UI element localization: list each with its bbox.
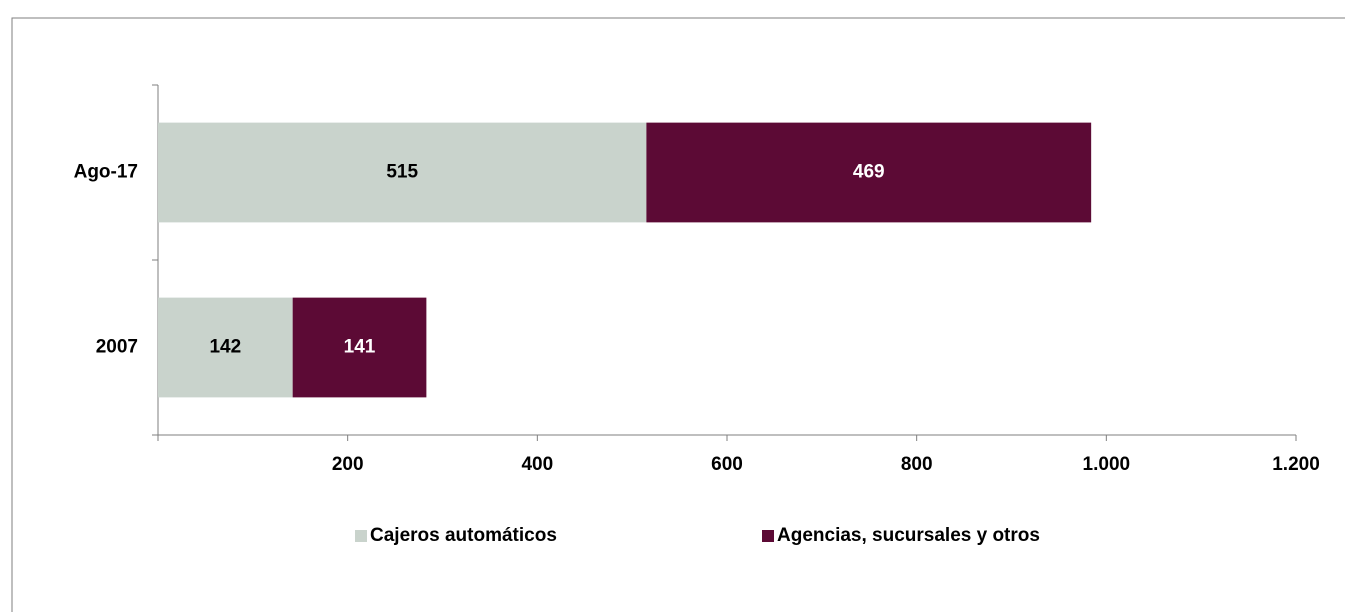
chart-frame: [11, 17, 1345, 612]
y-tick-label: Ago-17: [74, 162, 138, 183]
data-label: 469: [853, 162, 885, 183]
bar-segment: [646, 122, 1092, 223]
bar-segment: [158, 122, 647, 223]
x-tick-label: 1.200: [1272, 454, 1320, 475]
x-tick-label: 1.000: [1083, 454, 1131, 475]
data-label: 515: [386, 162, 418, 183]
x-tick-label: 800: [901, 454, 933, 475]
y-tick-label: 2007: [96, 337, 138, 358]
x-tick-label: 200: [332, 454, 364, 475]
bar-segment: [158, 297, 293, 398]
legend-swatch: [355, 530, 367, 542]
legend-swatch: [762, 530, 774, 542]
legend-label: Agencias, sucursales y otros: [777, 525, 1040, 546]
data-label: 142: [209, 337, 241, 358]
bar-segment: [292, 297, 427, 398]
legend-label: Cajeros automáticos: [370, 525, 557, 546]
data-label: 141: [344, 337, 376, 358]
x-tick-label: 600: [711, 454, 743, 475]
x-tick-label: 400: [521, 454, 553, 475]
